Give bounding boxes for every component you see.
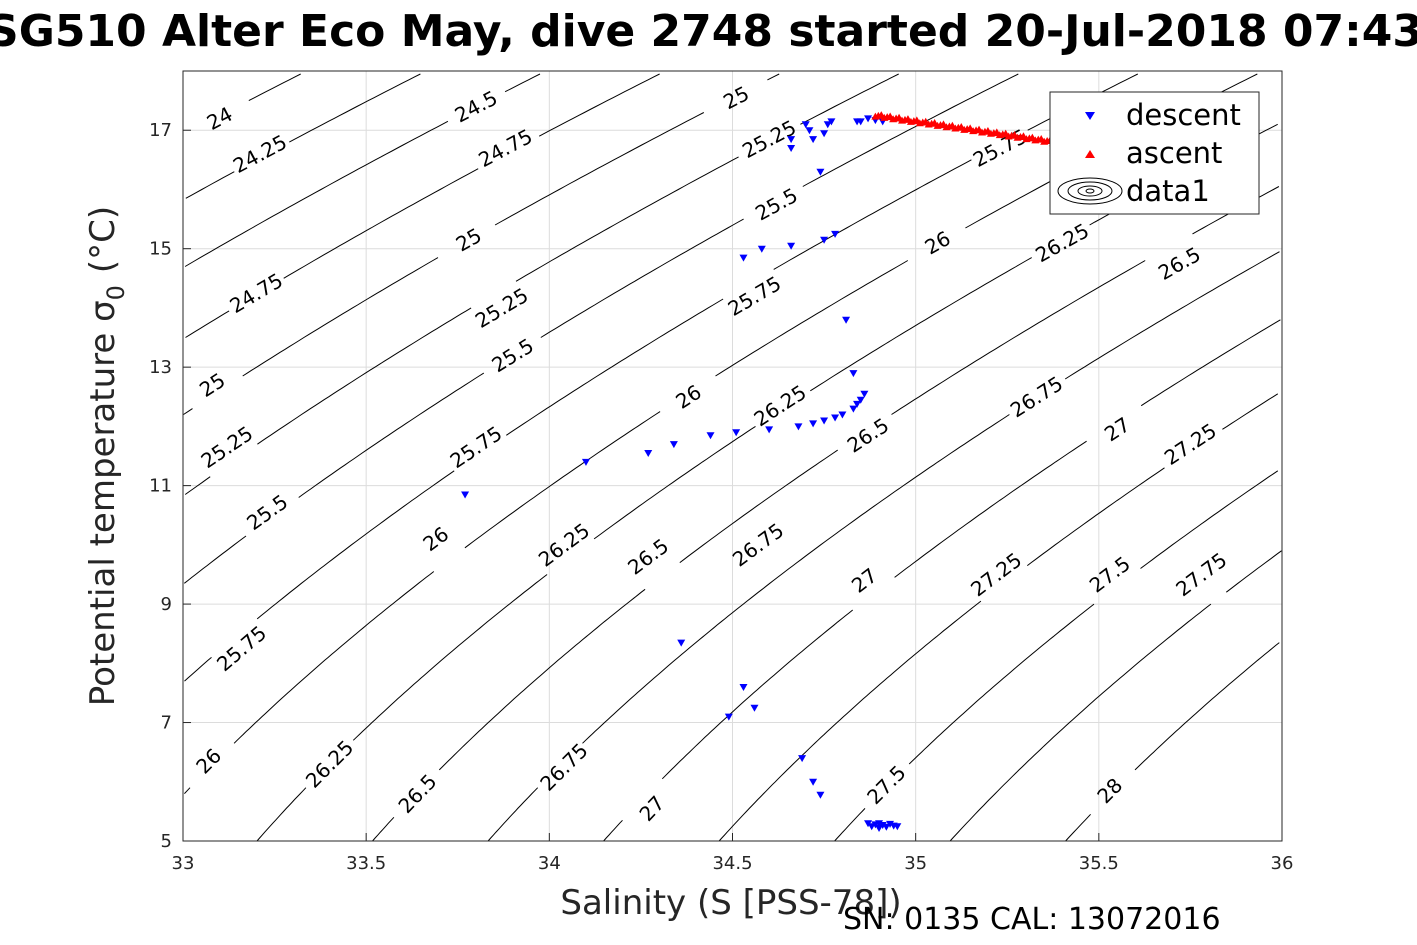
y-tick-label: 15 xyxy=(149,239,172,260)
descent-point xyxy=(794,423,803,431)
contour-line xyxy=(184,73,1139,682)
legend-descent-label: descent xyxy=(1126,98,1241,132)
descent-point xyxy=(809,420,818,428)
y-axis-label: Potential temperature σ0 (°C) xyxy=(83,206,130,706)
descent-point xyxy=(875,824,884,832)
legend-contour-icon xyxy=(1057,177,1123,205)
x-tick-label: 35 xyxy=(904,853,927,874)
descent-point xyxy=(853,400,862,408)
descent-point xyxy=(809,136,818,144)
y-tick-label: 5 xyxy=(161,831,172,852)
x-tick-label: 34.5 xyxy=(712,853,752,874)
legend-ascent-label: ascent xyxy=(1126,136,1222,170)
descent-point xyxy=(849,405,858,413)
legend-descent-marker xyxy=(1085,112,1095,120)
descent-point xyxy=(801,121,810,129)
descent-point xyxy=(823,121,832,129)
contour-line xyxy=(183,73,1019,584)
y-axis-label-unit: (°C) xyxy=(83,206,123,273)
x-axis-label: Salinity (S [PSS-78]) xyxy=(560,883,901,923)
descent-point xyxy=(739,684,748,691)
x-tick-label: 36 xyxy=(1271,853,1294,874)
descent-point xyxy=(669,441,678,449)
descent-point xyxy=(757,245,766,253)
descent-point xyxy=(816,168,825,176)
descent-point xyxy=(798,755,807,763)
contour-line xyxy=(1065,642,1280,842)
descent-series xyxy=(461,115,902,832)
contour-line xyxy=(185,73,660,338)
y-axis-ticks: 5 7 9 11 13 15 17 xyxy=(149,120,191,852)
contour-line xyxy=(372,186,1280,842)
descent-point xyxy=(842,316,851,324)
descent-point xyxy=(724,713,733,721)
descent-point xyxy=(677,639,686,647)
density-contours xyxy=(183,73,1282,842)
descent-point xyxy=(860,390,869,398)
descent-point xyxy=(820,417,829,425)
descent-point xyxy=(875,820,884,828)
descent-point xyxy=(787,136,796,144)
descent-point xyxy=(849,370,858,378)
y-tick-label: 9 xyxy=(161,594,172,615)
descent-point xyxy=(787,145,796,152)
contour-line xyxy=(184,73,899,495)
contour-line xyxy=(487,251,1280,842)
legend-data1-label: data1 xyxy=(1126,174,1210,208)
descent-point xyxy=(882,823,891,831)
calibration-footer: SN: 0135 CAL: 13072016 xyxy=(843,902,1221,937)
descent-point xyxy=(750,704,759,712)
descent-point xyxy=(827,118,836,126)
descent-point xyxy=(787,242,796,250)
descent-point xyxy=(732,429,741,437)
descent-point xyxy=(856,396,865,404)
descent-point xyxy=(809,778,818,786)
descent-point xyxy=(461,491,470,499)
contour-line xyxy=(834,470,1279,842)
descent-point xyxy=(820,236,829,244)
descent-point xyxy=(765,426,774,434)
x-tick-label: 35.5 xyxy=(1079,853,1119,874)
contour-line xyxy=(256,123,1278,842)
contour-line xyxy=(184,73,541,267)
contour-line xyxy=(184,73,1258,794)
descent-point xyxy=(805,127,814,135)
legend-ascent-marker xyxy=(1085,150,1095,158)
descent-point xyxy=(581,458,590,466)
chart-title: SG510 Alter Eco May, dive 2748 started 2… xyxy=(0,6,1417,57)
descent-point xyxy=(886,820,895,828)
descent-point xyxy=(644,450,653,458)
descent-point xyxy=(816,791,825,799)
descent-point xyxy=(838,411,847,419)
legend: descent ascent data1 xyxy=(1049,91,1260,215)
descent-point xyxy=(820,130,829,138)
y-axis-label-main: Potential temperature σ xyxy=(83,300,123,706)
descent-point xyxy=(856,118,865,126)
y-tick-label: 11 xyxy=(149,476,172,497)
descent-point xyxy=(706,432,715,440)
contour-line xyxy=(718,393,1279,842)
x-axis-ticks: 33 33.5 34 34.5 35 35.5 36 xyxy=(172,833,1294,874)
legend-box xyxy=(1049,91,1260,215)
x-tick-label: 34 xyxy=(538,853,561,874)
y-axis-label-sub: 0 xyxy=(102,285,130,300)
y-tick-label: 7 xyxy=(161,713,172,734)
y-tick-label: 17 xyxy=(149,120,172,141)
descent-point xyxy=(831,230,840,238)
descent-point xyxy=(893,823,902,831)
contour-line xyxy=(949,550,1282,842)
contour-line xyxy=(248,73,301,102)
descent-point xyxy=(739,254,748,262)
descent-point xyxy=(864,115,873,123)
descent-point xyxy=(831,414,840,422)
x-tick-label: 33.5 xyxy=(346,853,386,874)
contour-line xyxy=(183,73,780,415)
contour-line xyxy=(185,73,421,199)
contour-line xyxy=(603,319,1281,842)
x-tick-label: 33 xyxy=(172,853,195,874)
y-tick-label: 13 xyxy=(149,357,172,378)
